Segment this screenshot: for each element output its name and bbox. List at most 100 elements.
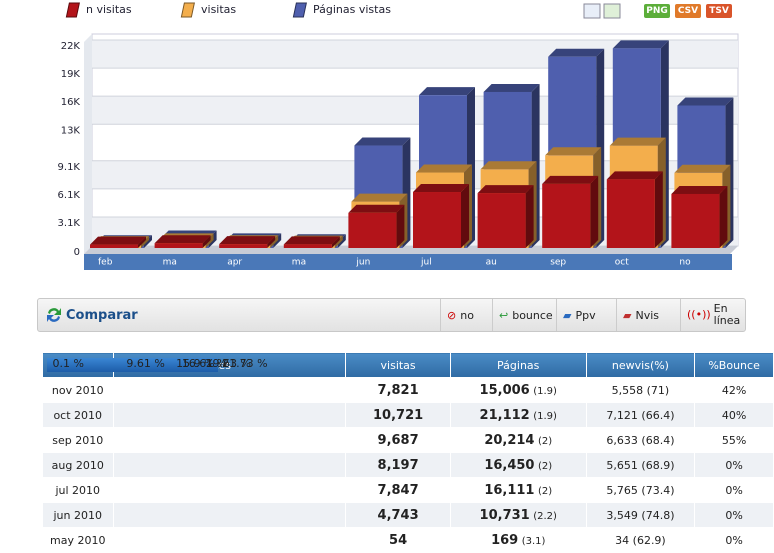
ppv-value: (2) [537,485,553,497]
x-tick-label: jul [420,258,432,268]
bar [413,192,461,248]
bar-side [337,234,346,248]
visits-cell: 54 [345,527,451,553]
bar-side [590,175,599,248]
x-tick-label: ma [292,258,306,268]
pages-value: 21,112 [479,407,530,423]
x-tick-label: jun [355,258,370,268]
bar-side [654,171,663,248]
y-tick-label: 22K [61,41,81,52]
bar-side [270,235,279,248]
compare-button[interactable]: ⊘ no [440,299,492,331]
bar-top [477,185,534,194]
bounce-cell: 0% [694,502,774,528]
bar-side [141,236,149,248]
compare-button[interactable]: ▰ Nvis [616,299,680,331]
compare-button[interactable]: ▰ Ppv [556,299,616,331]
left-wall [84,34,92,254]
bar-top [674,164,731,173]
legend-swatch [180,2,195,18]
compare-button[interactable]: ↩ bounce [492,299,556,331]
legend-label: Páginas vistas [313,3,391,16]
bar [90,244,138,248]
visits-value: 7,847 [377,482,419,498]
bar-top [677,97,734,106]
compare-button[interactable]: ((•)) En línea [680,299,741,331]
visits-cell: 8,197 [345,452,451,478]
x-tick-label: au [486,258,497,268]
bar-top [348,204,405,213]
pages-value: 15,006 [479,382,530,398]
pages-cell: 169 (3.1) [449,527,587,553]
newvis-cell: 5,765 (73.4) [585,477,696,503]
x-tick-label: feb [98,258,113,268]
x-tick-label: apr [227,258,242,268]
compare-title[interactable]: Comparar [66,308,138,323]
column-header: newvis(%) [585,352,696,378]
compare-icon [47,308,61,322]
bar-top [612,40,669,49]
column-header: %Bounce [694,352,774,378]
pages-value: 16,111 [484,482,535,498]
pages-cell: 15,006 (1.9) [449,377,587,403]
bounce-cell: 0% [694,477,774,503]
bar [283,244,332,248]
ppv-value: (2) [537,460,553,472]
chart-icon [603,3,621,19]
button-label: En línea [713,302,741,327]
visits-value: 54 [389,532,408,548]
bounce-cell: 0% [694,452,774,478]
visits-value: 9,687 [377,432,419,448]
bar-side [396,204,405,248]
bar [606,179,655,248]
table-row: aug 2010 16.61 % 8,197 16,450 (2) 5,651 (68.… [42,357,774,478]
y-tick-label: 0 [74,247,80,258]
chart-cell: 15.9 % [46,357,347,503]
button-label: no [460,308,474,322]
x-tick-label: ma [163,258,177,268]
bar-top [419,87,475,96]
visits-value: 7,821 [377,382,419,398]
ppv-value: (1.9) [533,410,557,422]
ppv-value: (1.9) [533,385,557,397]
bar [348,212,397,248]
png-button[interactable]: PNG [644,4,670,18]
bar [154,243,203,248]
csv-button[interactable]: CSV [675,4,701,18]
stats-table: MesGráfico de visitantesvisitasPáginasne… [42,352,774,553]
pages-cell: 16,450 (2) [449,452,587,478]
x-tick-label: sep [550,258,566,268]
y-tick-label: 6.1K [58,190,81,201]
month-cell: oct 2010 [42,402,114,428]
pages-value: 169 [491,532,519,548]
legend-swatch [65,2,80,18]
bar-top [609,137,666,146]
legend-swatch [292,2,307,18]
bar-top [606,171,663,180]
bar-side [525,185,534,248]
share-bar [46,357,49,372]
share-label: 21.73 % [222,356,268,370]
bar-top [283,236,340,245]
chart-cell: 19.63 % [46,357,347,453]
y-tick-label: 9.1K [58,162,81,173]
tsv-button[interactable]: TSV [706,4,732,18]
bar [542,183,591,248]
y-tick-label: 13K [61,125,81,136]
chart-cell: 9.61 % [46,357,347,528]
newvis-cell: 34 (62.9) [585,527,696,553]
bar-top [545,147,602,156]
chart-cell: 0.1 % [46,357,347,553]
visits-cell: 7,821 [345,377,451,403]
table-row: oct 2010 21.73 % 10,721 21,112 (1.9) 7,121 (… [42,357,774,428]
y-tick-label: 19K [61,69,81,80]
bar-top [671,185,728,194]
bar-top [219,236,276,245]
chart-cell: 16.61 % [46,357,347,478]
chart-cell: 15.85 % [46,357,347,403]
month-cell: nov 2010 [42,377,114,403]
bar-side [144,235,152,248]
chart-cell: 21.73 % [46,357,347,428]
bar [219,244,268,248]
